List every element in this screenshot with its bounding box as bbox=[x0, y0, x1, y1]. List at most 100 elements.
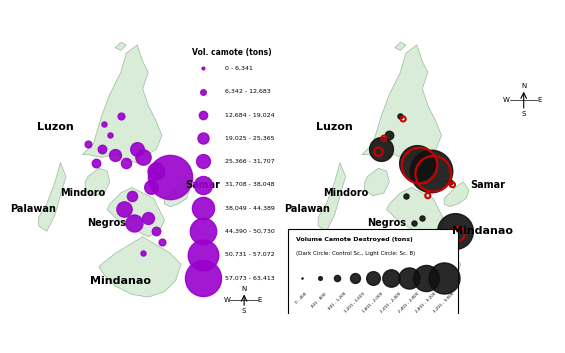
Text: Palawan: Palawan bbox=[284, 204, 330, 214]
Point bbox=[412, 160, 421, 166]
Text: Volume Camote Destroyed (tons): Volume Camote Destroyed (tons) bbox=[296, 237, 413, 242]
Point bbox=[351, 275, 360, 281]
Point bbox=[198, 275, 207, 281]
Point bbox=[116, 113, 125, 119]
Text: 801 - 1,200: 801 - 1,200 bbox=[328, 292, 347, 311]
Point bbox=[198, 228, 207, 234]
Point bbox=[386, 275, 396, 281]
Point bbox=[138, 155, 147, 160]
Polygon shape bbox=[362, 45, 441, 163]
Text: Negros: Negros bbox=[88, 218, 127, 228]
Point bbox=[121, 160, 131, 166]
Point bbox=[198, 158, 207, 164]
Text: Negros: Negros bbox=[367, 218, 406, 228]
Point bbox=[105, 133, 114, 138]
Point bbox=[198, 252, 207, 257]
Point bbox=[198, 182, 207, 187]
Text: S: S bbox=[242, 308, 246, 314]
Point bbox=[418, 215, 427, 220]
Point bbox=[111, 152, 120, 157]
Point bbox=[396, 113, 405, 119]
Point bbox=[133, 146, 142, 152]
Text: S: S bbox=[521, 111, 526, 117]
Text: 19,025 - 25,365: 19,025 - 25,365 bbox=[225, 136, 275, 140]
Text: 3,201 - 3,600: 3,201 - 3,600 bbox=[433, 292, 455, 314]
Point bbox=[448, 182, 457, 187]
Point bbox=[401, 193, 410, 198]
Polygon shape bbox=[107, 187, 164, 237]
FancyBboxPatch shape bbox=[288, 229, 458, 316]
Point bbox=[152, 228, 161, 234]
Polygon shape bbox=[395, 42, 406, 50]
Point bbox=[385, 133, 394, 138]
Point bbox=[451, 228, 460, 234]
Text: Palawan: Palawan bbox=[10, 204, 56, 214]
Text: W: W bbox=[503, 97, 510, 103]
Point bbox=[198, 65, 207, 71]
Point bbox=[423, 193, 432, 198]
Text: N: N bbox=[241, 286, 247, 292]
Point bbox=[198, 205, 207, 211]
Point bbox=[138, 250, 147, 256]
Point bbox=[440, 275, 449, 281]
Polygon shape bbox=[444, 182, 469, 207]
Point bbox=[429, 171, 438, 176]
Point bbox=[146, 185, 155, 190]
Text: N: N bbox=[521, 83, 527, 89]
Point bbox=[198, 89, 207, 94]
Text: 31,708 - 38,048: 31,708 - 38,048 bbox=[225, 182, 275, 187]
Polygon shape bbox=[365, 168, 389, 196]
Polygon shape bbox=[379, 237, 460, 297]
Point bbox=[333, 275, 342, 281]
Point bbox=[127, 193, 136, 198]
Text: Vol. camote (tons): Vol. camote (tons) bbox=[192, 48, 272, 57]
Text: 57,073 - 63,413: 57,073 - 63,413 bbox=[225, 275, 275, 280]
Point bbox=[158, 239, 167, 245]
Point bbox=[432, 237, 441, 243]
Text: Mindanao: Mindanao bbox=[452, 226, 513, 236]
Text: Mindanao: Mindanao bbox=[90, 276, 151, 286]
Text: 1,601 - 2,000: 1,601 - 2,000 bbox=[362, 292, 384, 314]
Point bbox=[100, 121, 109, 127]
Point bbox=[374, 149, 383, 155]
Polygon shape bbox=[164, 182, 189, 207]
Point bbox=[166, 174, 175, 179]
Point bbox=[422, 275, 431, 281]
Text: 1,201 - 1,600: 1,201 - 1,600 bbox=[344, 292, 366, 313]
Text: W: W bbox=[224, 297, 231, 303]
Polygon shape bbox=[99, 237, 181, 297]
Polygon shape bbox=[318, 163, 346, 231]
Point bbox=[152, 168, 161, 174]
Text: 50,731 - 57,072: 50,731 - 57,072 bbox=[225, 252, 275, 257]
Text: Mindoro: Mindoro bbox=[60, 188, 105, 198]
Polygon shape bbox=[115, 42, 126, 50]
Point bbox=[415, 163, 424, 168]
Point bbox=[84, 141, 93, 146]
Text: 2,801 - 3,200: 2,801 - 3,200 bbox=[415, 292, 437, 314]
Point bbox=[404, 275, 413, 281]
Point bbox=[426, 168, 435, 174]
Point bbox=[380, 135, 389, 141]
Text: 6,342 - 12,683: 6,342 - 12,683 bbox=[225, 89, 271, 94]
Text: Samar: Samar bbox=[471, 180, 506, 190]
Text: 25,366 - 31,707: 25,366 - 31,707 bbox=[225, 159, 275, 164]
Polygon shape bbox=[38, 163, 66, 231]
Text: Mindoro: Mindoro bbox=[323, 188, 368, 198]
Point bbox=[297, 275, 306, 281]
Point bbox=[97, 146, 106, 152]
Text: 38,049 - 44,389: 38,049 - 44,389 bbox=[225, 205, 275, 210]
Polygon shape bbox=[82, 45, 162, 163]
Point bbox=[410, 220, 419, 226]
Point bbox=[198, 135, 207, 141]
Polygon shape bbox=[386, 187, 444, 237]
Point bbox=[144, 215, 153, 220]
Text: Luzon: Luzon bbox=[37, 122, 73, 132]
Point bbox=[315, 275, 324, 281]
Point bbox=[368, 275, 377, 281]
Text: 401 - 800: 401 - 800 bbox=[311, 292, 328, 308]
Point bbox=[198, 112, 207, 118]
Text: 44,390 - 50,730: 44,390 - 50,730 bbox=[225, 229, 275, 234]
Text: E: E bbox=[537, 97, 542, 103]
Polygon shape bbox=[85, 168, 110, 196]
Point bbox=[92, 160, 101, 166]
